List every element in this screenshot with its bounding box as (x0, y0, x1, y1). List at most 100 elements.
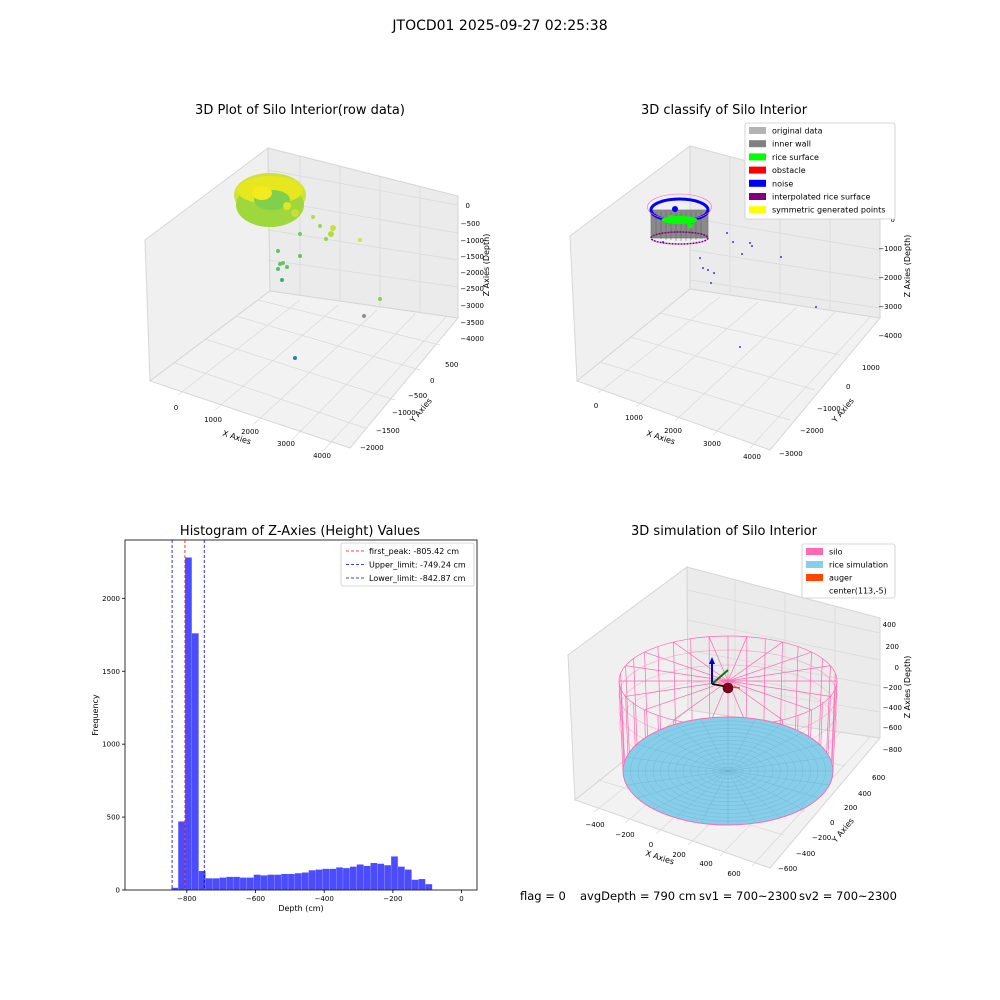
silo-wire-spoke (727, 680, 812, 711)
histogram-bar (363, 865, 371, 890)
rice-mesh-spoke (727, 724, 781, 772)
histogram-bar (308, 870, 316, 890)
histogram-bar (219, 877, 227, 890)
silo-wire-spoke (644, 680, 729, 711)
classify-ytick-4: −3000 (779, 450, 803, 458)
sim-ztick-1: 200 (886, 643, 899, 651)
raw-ztick-2: −1000 (460, 237, 484, 245)
sim-ztick-6: −800 (883, 746, 902, 754)
classify-legend-label: inner wall (772, 140, 811, 149)
classify-legend-swatch (749, 206, 766, 214)
rice-mesh (623, 717, 833, 825)
histogram-bar (260, 875, 268, 890)
sim-xtick-5: 600 (727, 870, 740, 878)
rice-mesh-spoke (727, 732, 803, 772)
figure-title: JTOCD01 2025-09-27 02:25:38 (392, 18, 608, 34)
avg-depth-status: avgDepth = 790 cm (580, 889, 697, 903)
silo-wire-vertical (708, 636, 711, 718)
rice-mesh-spoke (626, 770, 729, 786)
raw-ztick-6: −3000 (460, 302, 484, 310)
histogram-bar (356, 864, 364, 890)
silo-wire-vertical (818, 658, 823, 745)
histogram-bar (288, 873, 295, 890)
raw-xtick-0: 0 (174, 404, 178, 412)
histogram-bar (294, 873, 302, 890)
raw-xtick-4: 4000 (313, 452, 331, 460)
sim-zlabel: Z Axies (Depth) (903, 656, 912, 719)
classify-legend-swatch (749, 153, 766, 161)
silo-wire-vertical (633, 658, 638, 745)
raw-ztick-7: −3500 (460, 319, 484, 327)
histogram-bar (377, 863, 385, 890)
raw-xtick-2: 2000 (241, 428, 259, 436)
classify-legend-label: rice surface (772, 153, 819, 162)
raw-xtick-1: 1000 (204, 416, 222, 424)
rice-mesh-spoke (626, 756, 729, 772)
silo-wire-spoke (644, 651, 729, 682)
classify-ztick-2: −2000 (878, 274, 902, 282)
sim-xtick-0: −400 (585, 821, 604, 829)
sim-xtick-4: 400 (699, 860, 712, 868)
classify-legend-label: symmetric generated points (772, 206, 885, 215)
histogram-ylabel: Frequency (91, 694, 100, 736)
classify-plot-title: 3D classify of Silo Interior (640, 103, 808, 118)
histogram-x-ticks: −800 −600 −400 −200 0 (177, 890, 464, 903)
rice-mesh-spoke (653, 770, 729, 810)
raw-ytick-0: 500 (445, 361, 458, 369)
classify-xtick-3: 3000 (703, 440, 721, 448)
classify-legend-label: obstacle (772, 166, 806, 175)
sim-xtick-2: 0 (649, 841, 653, 849)
sv1-status: sv1 = 700~2300 (699, 889, 797, 903)
raw-ztick-1: −500 (461, 220, 480, 228)
rice-mesh-spoke (727, 770, 781, 818)
sim-ytick-4: −200 (812, 834, 831, 842)
histogram-bar (329, 868, 336, 890)
raw-ytick-1: 0 (430, 377, 434, 385)
sim-ztick-4: −400 (883, 704, 902, 712)
histogram-ytick-label: 1000 (102, 741, 120, 749)
rice-mesh-spoke (727, 718, 756, 772)
histogram-xtick-label: −200 (383, 895, 402, 903)
sim-xtick-3: 200 (672, 851, 685, 859)
histogram-title: Histogram of Z-Axies (Height) Values (179, 524, 421, 539)
histogram-bar (404, 869, 412, 890)
silo-wire-vertical (831, 673, 836, 762)
silo-wire-spoke (727, 665, 831, 682)
simulation-tick-labels: −400 −200 0 200 400 600 600 400 200 0 −2… (585, 621, 902, 878)
sim-ytick-3: 0 (830, 819, 834, 827)
simulation-legend-label: rice simulation (829, 561, 888, 570)
histogram-bar (198, 871, 206, 890)
classify-legend-swatch (749, 179, 766, 187)
silo-wire-spoke (673, 680, 729, 721)
histogram-xtick-label: −600 (246, 895, 265, 903)
raw-ytick-3: −1000 (392, 409, 416, 417)
raw-ztick-8: −4000 (460, 335, 484, 343)
classify-point-cloud (647, 193, 817, 348)
raw-ztick-3: −1500 (460, 253, 484, 261)
histogram-bar (226, 876, 233, 890)
histogram-y-ticks: 0 500 1000 1500 2000 (102, 595, 125, 895)
histogram-ytick-label: 2000 (102, 595, 120, 603)
classify-legend-label: interpolated rice surface (772, 193, 870, 202)
histogram-xtick-label: −800 (177, 895, 196, 903)
silo-wire-spoke (625, 665, 729, 682)
classify-legend-swatch (749, 140, 766, 148)
classify-ytick-0: 1000 (862, 364, 880, 372)
raw-tick-labels: 0 1000 2000 3000 4000 500 0 −500 −1000 −… (174, 202, 484, 460)
silo-wire-vertical (620, 673, 625, 762)
rice-mesh-spoke (675, 724, 729, 772)
silo-wire-spoke (727, 636, 748, 682)
rice-mesh-spoke (637, 743, 729, 772)
raw-ztick-4: −2000 (460, 269, 484, 277)
histogram-reference-lines (171, 540, 205, 890)
histogram-xlabel: Depth (cm) (278, 904, 323, 913)
raw-gridlines (174, 156, 459, 453)
silo-wire-vertical (625, 665, 630, 753)
classify-ztick-1: −1000 (878, 245, 902, 253)
histogram-bar (411, 879, 419, 890)
silo-wire-spoke (673, 641, 729, 682)
sim-ytick-0: 600 (872, 774, 885, 782)
